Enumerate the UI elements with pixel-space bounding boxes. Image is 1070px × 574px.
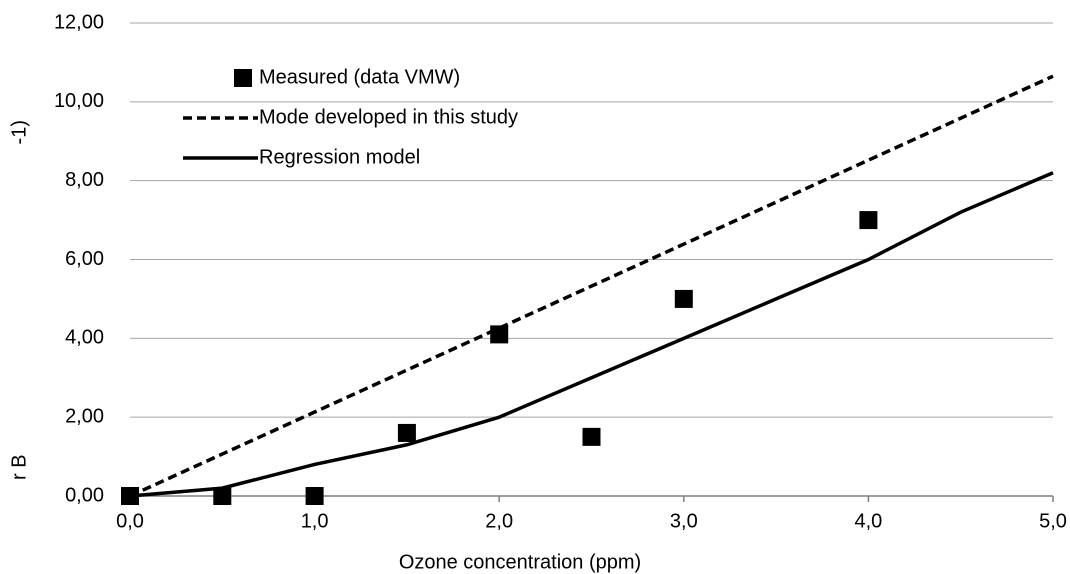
y-tick-label: 10,00: [54, 90, 104, 112]
data-point: [305, 487, 324, 505]
data-point: [674, 289, 693, 308]
y-tick-label: 0,00: [65, 484, 104, 506]
x-tick-label: 2,0: [485, 510, 513, 532]
data-point: [397, 423, 416, 442]
x-tick-label: 4,0: [854, 510, 882, 532]
legend-marker: [234, 69, 252, 87]
x-tick-label: 0,0: [116, 510, 144, 532]
legend-label: Mode developed in this study: [259, 106, 518, 128]
legend-label: Regression model: [259, 146, 420, 168]
x-tick-label: 5,0: [1039, 510, 1067, 532]
y-tick-label: 12,00: [54, 11, 104, 33]
data-point: [859, 211, 878, 230]
x-axis-label: Ozone concentration (ppm): [399, 551, 641, 573]
series-line: [129, 74, 1054, 498]
data-point: [490, 325, 509, 344]
x-tick-label: 1,0: [301, 510, 329, 532]
y-axis-label-end: -1): [8, 120, 30, 144]
data-point: [582, 427, 601, 446]
y-axis-label-start: r B: [8, 454, 30, 480]
y-tick-label: 4,00: [65, 327, 104, 349]
data-point: [213, 487, 232, 505]
y-tick-label: 2,00: [65, 405, 104, 427]
series-line: [129, 171, 1054, 498]
y-tick-label: 8,00: [65, 169, 104, 191]
x-tick-label: 3,0: [670, 510, 698, 532]
y-tick-label: 6,00: [65, 248, 104, 270]
legend-label: Measured (data VMW): [259, 66, 460, 88]
